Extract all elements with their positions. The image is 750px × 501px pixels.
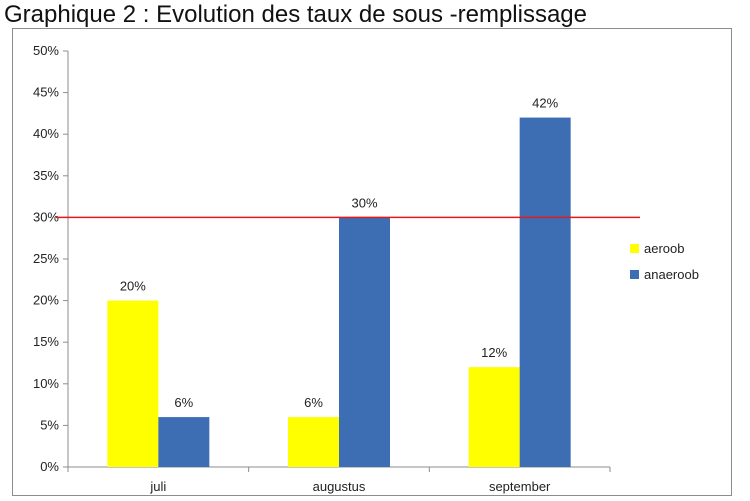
y-tick-label: 20% <box>33 293 59 308</box>
bar-anaeroob <box>339 217 390 467</box>
legend-label: aeroob <box>644 241 684 256</box>
data-label: 42% <box>532 96 558 111</box>
legend-swatch <box>630 244 639 253</box>
legend: aeroob anaeroob <box>630 241 699 282</box>
y-tick-label: 45% <box>33 85 59 100</box>
data-label: 12% <box>481 345 507 360</box>
y-tick-label: 25% <box>33 251 59 266</box>
bars <box>107 117 571 467</box>
bar-aeroob <box>468 367 520 467</box>
bar-aeroob <box>288 417 339 467</box>
y-tick-label: 40% <box>33 126 59 141</box>
y-tick-label: 50% <box>33 43 59 58</box>
x-tick-label: augustus <box>313 479 366 494</box>
legend-label: anaeroob <box>644 267 699 282</box>
legend-swatch <box>630 270 639 279</box>
x-tick-label: september <box>489 479 551 494</box>
data-label: 30% <box>351 195 377 210</box>
bar-aeroob <box>107 300 159 467</box>
y-tick-label: 0% <box>40 459 59 474</box>
x-tick-label: juli <box>149 479 166 494</box>
bar-anaeroob <box>519 117 571 467</box>
y-tick-label: 10% <box>33 376 59 391</box>
data-label: 20% <box>120 279 146 294</box>
bar-anaeroob <box>158 417 210 467</box>
y-tick-label: 15% <box>33 334 59 349</box>
data-labels: 20% 6% 6% 30% 12% 42% <box>120 96 559 411</box>
y-tick-label: 30% <box>33 209 59 224</box>
y-tick-label: 5% <box>40 417 59 432</box>
data-label: 6% <box>174 395 193 410</box>
y-tick-label: 35% <box>33 168 59 183</box>
axes: 0% 5% 10% 15% 20% 25% 30% 35% 40% 45% 50% juli augus… <box>33 43 611 494</box>
data-label: 6% <box>304 395 323 410</box>
chart-title: Graphique 2 : Evolution des taux de sous… <box>4 1 587 28</box>
